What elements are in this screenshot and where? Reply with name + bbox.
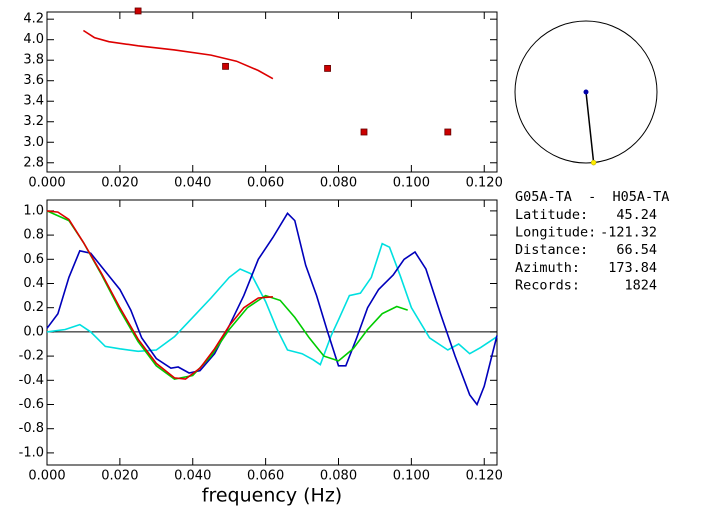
info-value: 66.54	[616, 242, 657, 258]
y-tick-label: 2.8	[23, 155, 44, 170]
x-tick-label: 0.080	[320, 469, 357, 484]
x-tick-label: 0.100	[393, 176, 430, 191]
x-tick-label: 0.020	[101, 176, 138, 191]
station-pair: G05A-TA - H05A-TA	[515, 189, 669, 205]
y-tick-label: 4.2	[23, 12, 44, 27]
y-tick-label: -1.0	[19, 445, 44, 460]
x-tick-label: 0.000	[28, 469, 65, 484]
info-value: 1824	[624, 277, 657, 293]
map-circle	[514, 20, 658, 164]
info-label: Records:	[515, 277, 580, 293]
x-tick-label: 0.120	[466, 176, 503, 191]
x-tick-label: 0.000	[28, 176, 65, 191]
data-point	[134, 7, 142, 15]
data-point	[324, 65, 331, 72]
x-tick-label: 0.040	[174, 469, 211, 484]
info-value: 173.84	[608, 260, 657, 276]
y-tick-label: 3.4	[23, 94, 44, 109]
curve	[46, 212, 498, 407]
x-tick-label: 0.120	[466, 469, 503, 484]
y-tick-label: 0.0	[23, 324, 44, 339]
info-label: Longitude:	[515, 225, 596, 241]
y-tick-label: 0.4	[23, 276, 44, 291]
info-label: Latitude:	[515, 207, 588, 223]
y-tick-label: -0.8	[19, 421, 44, 436]
plot-frame	[46, 199, 498, 466]
y-tick-label: 4.0	[23, 32, 44, 47]
x-tick-label: 0.080	[320, 176, 357, 191]
y-tick-label: -0.2	[19, 349, 44, 364]
y-tick-label: 0.6	[23, 252, 44, 267]
target-station	[590, 159, 597, 166]
azimuth-line	[585, 91, 595, 163]
data-point	[360, 128, 368, 136]
x-axis-label: frequency (Hz)	[202, 485, 342, 507]
curve	[46, 210, 273, 380]
curve	[82, 29, 274, 80]
y-tick-label: 1.0	[23, 203, 44, 218]
x-tick-label: 0.040	[174, 176, 211, 191]
x-tick-label: 0.020	[101, 469, 138, 484]
x-tick-label: 0.060	[247, 469, 284, 484]
curve	[46, 210, 408, 380]
x-tick-label: 0.100	[393, 469, 430, 484]
info-label: Distance:	[515, 242, 588, 258]
y-tick-label: 0.2	[23, 300, 44, 315]
curve	[46, 242, 498, 366]
y-tick-label: -0.6	[19, 397, 44, 412]
origin-station	[583, 89, 589, 95]
x-tick-label: 0.060	[247, 176, 284, 191]
info-value: -121.32	[600, 225, 657, 241]
info-value: 45.24	[616, 207, 657, 223]
info-label: Azimuth:	[515, 260, 580, 276]
y-tick-label: -0.4	[19, 373, 44, 388]
y-tick-label: 3.6	[23, 73, 44, 88]
data-point	[222, 62, 229, 70]
y-tick-label: 3.8	[23, 53, 44, 68]
plot-frame	[46, 11, 498, 173]
data-point	[444, 128, 452, 136]
y-tick-label: 0.8	[23, 228, 44, 243]
y-tick-label: 3.0	[23, 135, 44, 150]
y-tick-label: 3.2	[23, 114, 44, 129]
